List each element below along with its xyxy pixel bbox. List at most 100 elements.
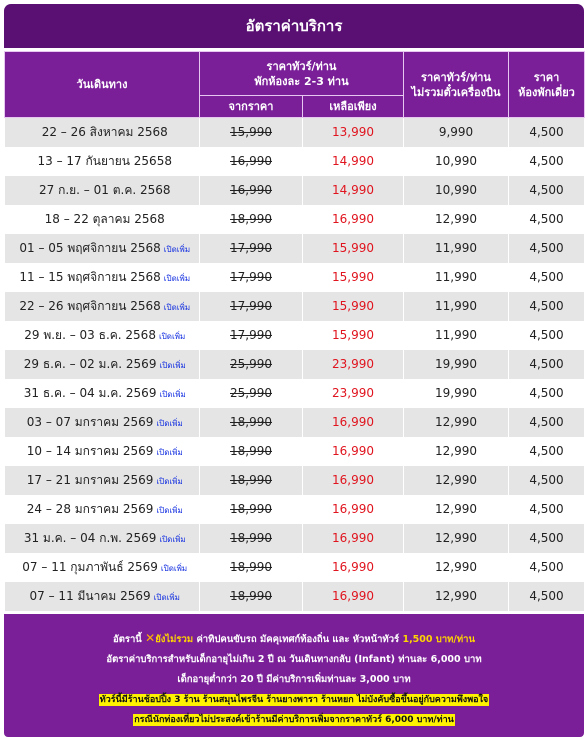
cell-date: 17 – 21 มกราคม 2569 เปิดเพิ่ม — [4, 465, 200, 495]
date-text: 07 – 11 กุมภาพันธ์ 2569 — [22, 559, 158, 574]
table-row: 31 ม.ค. – 04 ก.พ. 2569 เปิดเพิ่ม 18,990 16,… — [4, 523, 585, 553]
header-route: วันเดินทาง — [4, 51, 200, 118]
table-header-row: วันเดินทาง ราคาทัวร์/ท่าน พักห้องละ 2-3 … — [4, 51, 585, 118]
footer-line-1: อัตรานี้ ✕ยังไม่รวม ค่าทิปคนขับรถ มัคคุเ… — [4, 628, 584, 650]
cell-from-price: 15,990 — [199, 117, 303, 147]
cell-no-flight-price: 19,990 — [403, 349, 509, 379]
header-room-price: ราคาทัวร์/ท่าน พักห้องละ 2-3 ท่าน — [199, 51, 404, 96]
table-row: 22 – 26 สิงหาคม 2568 15,990 13,990 9,990 4,5… — [4, 117, 585, 147]
table-row: 13 – 17 กันยายน 25658 16,990 14,990 10,990 4… — [4, 146, 585, 176]
more-link[interactable]: เปิดเพิ่ม — [158, 331, 186, 341]
cell-sale-price: 16,990 — [302, 552, 404, 582]
table-row: 24 – 28 มกราคม 2569 เปิดเพิ่ม 18,990 16,990… — [4, 494, 585, 524]
cell-single-room: 4,500 — [508, 320, 585, 350]
more-link[interactable]: เปิดเพิ่ม — [160, 563, 188, 573]
cell-no-flight-price: 12,990 — [403, 523, 509, 553]
more-link[interactable]: เปิดเพิ่ม — [156, 476, 183, 486]
cell-from-price: 25,990 — [199, 349, 303, 379]
cell-no-flight-price: 12,990 — [403, 552, 509, 582]
header-no-flight-l2: ไม่รวมตั๋วเครื่องบิน — [411, 85, 501, 99]
table-row: 07 – 11 กุมภาพันธ์ 2569 เปิดเพิ่ม 18,990 16… — [4, 552, 585, 582]
cell-no-flight-price: 12,990 — [403, 204, 509, 234]
cell-from-price: 16,990 — [199, 146, 303, 176]
date-text: 31 ธ.ค. – 04 ม.ค. 2569 — [23, 385, 157, 400]
cell-single-room: 4,500 — [508, 436, 585, 466]
footer-l1-tip-amount: 1,500 บาท/ท่าน — [402, 633, 475, 645]
more-link[interactable]: เปิดเพิ่ม — [159, 389, 186, 399]
cell-date: 01 – 05 พฤศจิกายน 2568 เปิดเพิ่ม — [4, 233, 200, 263]
more-link[interactable]: เปิดเพิ่ม — [156, 418, 183, 428]
cell-date: 10 – 14 มกราคม 2569 เปิดเพิ่ม — [4, 436, 200, 466]
cell-date: 29 ธ.ค. – 02 ม.ค. 2569 เปิดเพิ่ม — [4, 349, 200, 379]
footer-line-2: อัตราค่าบริการสำหรับเด็กอายุไม่เกิน 2 ปี… — [106, 653, 482, 665]
cell-single-room: 4,500 — [508, 204, 585, 234]
header-single-l1: ราคา — [533, 70, 560, 84]
date-text: 13 – 17 กันยายน 25658 — [37, 153, 172, 168]
cell-date: 07 – 11 มีนาคม 2569 เปิดเพิ่ม — [4, 581, 200, 611]
table-row: 11 – 15 พฤศจิกายน 2568 เปิดเพิ่ม 17,990 15,… — [4, 262, 585, 292]
date-text: 29 พ.ย. – 03 ธ.ค. 2568 — [24, 327, 156, 342]
cell-from-price: 25,990 — [199, 378, 303, 408]
more-link[interactable]: เปิดเพิ่ม — [159, 534, 186, 544]
table-row: 29 พ.ย. – 03 ธ.ค. 2568 เปิดเพิ่ม 17,990 15,… — [4, 320, 585, 350]
more-link[interactable]: เปิดเพิ่ม — [163, 273, 191, 283]
table-row: 17 – 21 มกราคม 2569 เปิดเพิ่ม 18,990 16,990… — [4, 465, 585, 495]
more-link[interactable]: เปิดเพิ่ม — [153, 592, 180, 602]
header-single-room: ราคา ห้องพักเดี่ยว — [508, 51, 585, 118]
date-text: 22 – 26 พฤศจิกายน 2568 — [19, 298, 161, 313]
cell-single-room: 4,500 — [508, 494, 585, 524]
more-link[interactable]: เปิดเพิ่ม — [163, 244, 191, 254]
cell-no-flight-price: 9,990 — [403, 117, 509, 147]
cell-sale-price: 16,990 — [302, 494, 404, 524]
table-row: 18 – 22 ตุลาคม 2568 18,990 16,990 12,990 4,5… — [4, 204, 585, 234]
cell-sale-price: 16,990 — [302, 581, 404, 611]
header-remaining: เหลือเพียง — [302, 95, 404, 118]
date-text: 31 ม.ค. – 04 ก.พ. 2569 — [23, 530, 157, 545]
cell-date: 22 – 26 พฤศจิกายน 2568 เปิดเพิ่ม — [4, 291, 200, 321]
more-link[interactable]: เปิดเพิ่ม — [156, 447, 183, 457]
cell-no-flight-price: 19,990 — [403, 378, 509, 408]
table-row: 22 – 26 พฤศจิกายน 2568 เปิดเพิ่ม 17,990 15,… — [4, 291, 585, 321]
cell-sale-price: 23,990 — [302, 349, 404, 379]
footer-line-5: กรณีนักท่องเที่ยวไม่ประสงค์เข้าร้านมีค่า… — [4, 710, 584, 730]
cell-no-flight-price: 10,990 — [403, 146, 509, 176]
cell-single-room: 4,500 — [508, 407, 585, 437]
price-table: วันเดินทาง ราคาทัวร์/ท่าน พักห้องละ 2-3 … — [4, 51, 585, 611]
date-text: 18 – 22 ตุลาคม 2568 — [44, 211, 165, 226]
cell-date: 27 ก.ย. – 01 ต.ค. 2568 — [4, 175, 200, 205]
cell-sale-price: 15,990 — [302, 233, 404, 263]
date-text: 24 – 28 มกราคม 2569 — [26, 501, 154, 516]
more-link[interactable]: เปิดเพิ่ม — [159, 360, 186, 370]
cell-no-flight-price: 12,990 — [403, 581, 509, 611]
cell-no-flight-price: 11,990 — [403, 233, 509, 263]
table-row: 01 – 05 พฤศจิกายน 2568 เปิดเพิ่ม 17,990 15,… — [4, 233, 585, 263]
cell-sale-price: 15,990 — [302, 320, 404, 350]
cell-date: 31 ธ.ค. – 04 ม.ค. 2569 เปิดเพิ่ม — [4, 378, 200, 408]
cell-from-price: 18,990 — [199, 552, 303, 582]
cell-single-room: 4,500 — [508, 175, 585, 205]
cell-single-room: 4,500 — [508, 581, 585, 611]
date-text: 11 – 15 พฤศจิกายน 2568 — [19, 269, 161, 284]
cell-from-price: 18,990 — [199, 407, 303, 437]
cell-no-flight-price: 12,990 — [403, 436, 509, 466]
cell-date: 13 – 17 กันยายน 25658 — [4, 146, 200, 176]
cell-single-room: 4,500 — [508, 233, 585, 263]
cell-date: 31 ม.ค. – 04 ก.พ. 2569 เปิดเพิ่ม — [4, 523, 200, 553]
cell-date: 24 – 28 มกราคม 2569 เปิดเพิ่ม — [4, 494, 200, 524]
footer-line-3: เด็กอายุต่ำกว่า 20 ปี มีค่าบริการเพิ่มท่… — [177, 673, 411, 685]
cell-from-price: 17,990 — [199, 233, 303, 263]
cell-from-price: 18,990 — [199, 204, 303, 234]
cell-date: 22 – 26 สิงหาคม 2568 — [4, 117, 200, 147]
cell-from-price: 17,990 — [199, 291, 303, 321]
cell-sale-price: 16,990 — [302, 436, 404, 466]
more-link[interactable]: เปิดเพิ่ม — [163, 302, 191, 312]
table-body: 22 – 26 สิงหาคม 2568 15,990 13,990 9,990 4,5… — [4, 117, 585, 611]
cell-no-flight-price: 12,990 — [403, 465, 509, 495]
cell-sale-price: 23,990 — [302, 378, 404, 408]
cell-single-room: 4,500 — [508, 552, 585, 582]
cell-from-price: 17,990 — [199, 262, 303, 292]
cell-date: 07 – 11 กุมภาพันธ์ 2569 เปิดเพิ่ม — [4, 552, 200, 582]
cell-date: 29 พ.ย. – 03 ธ.ค. 2568 เปิดเพิ่ม — [4, 320, 200, 350]
date-text: 27 ก.ย. – 01 ต.ค. 2568 — [38, 182, 171, 197]
more-link[interactable]: เปิดเพิ่ม — [156, 505, 183, 515]
